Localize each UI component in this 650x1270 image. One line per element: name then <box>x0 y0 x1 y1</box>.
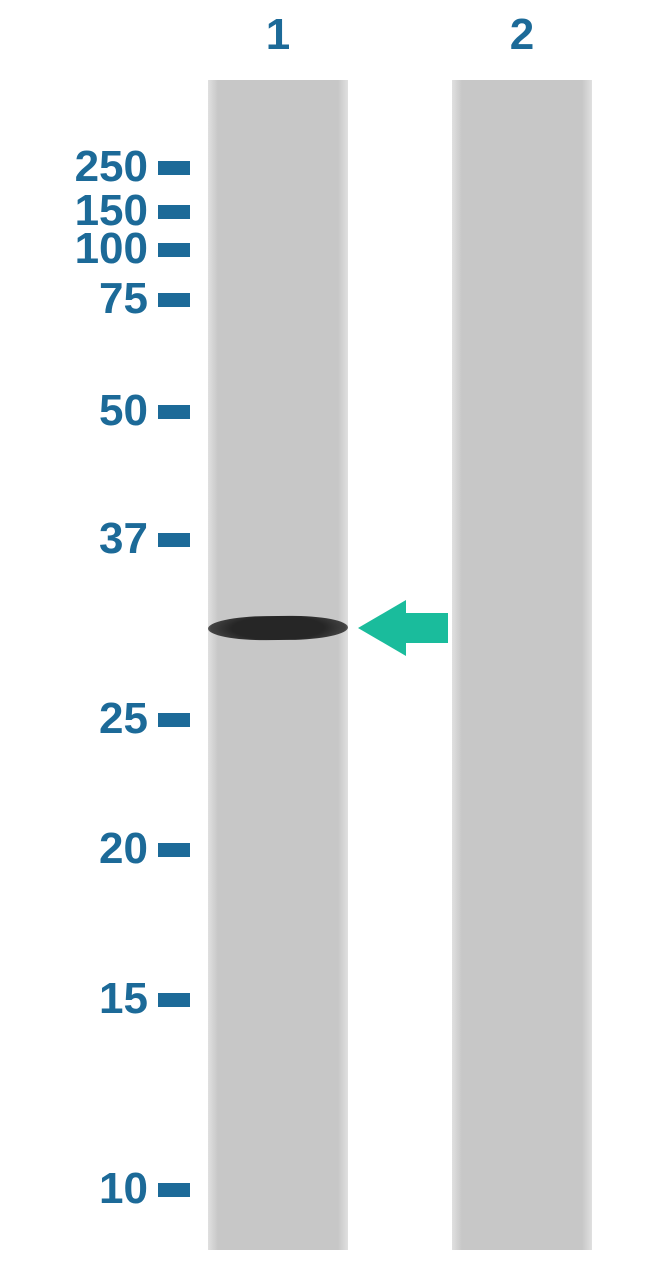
mw-label-37: 37 <box>99 514 148 564</box>
mw-label-20: 20 <box>99 824 148 874</box>
mw-label-75: 75 <box>99 274 148 324</box>
mw-label-250: 250 <box>75 142 148 192</box>
mw-label-15: 15 <box>99 974 148 1024</box>
band-arrow-icon <box>358 600 448 656</box>
mw-label-25: 25 <box>99 694 148 744</box>
lane-header-1: 1 <box>238 10 318 60</box>
mw-tick-10 <box>158 1183 190 1197</box>
mw-tick-50 <box>158 405 190 419</box>
mw-tick-37 <box>158 533 190 547</box>
mw-tick-250 <box>158 161 190 175</box>
mw-tick-100 <box>158 243 190 257</box>
mw-tick-150 <box>158 205 190 219</box>
lane-header-2: 2 <box>482 10 562 60</box>
lane-2-strip <box>452 80 592 1250</box>
mw-label-10: 10 <box>99 1164 148 1214</box>
mw-label-50: 50 <box>99 386 148 436</box>
mw-tick-20 <box>158 843 190 857</box>
blot-figure: 1 2 25015010075503725201510 <box>0 0 650 1270</box>
mw-label-100: 100 <box>75 224 148 274</box>
mw-tick-25 <box>158 713 190 727</box>
mw-tick-75 <box>158 293 190 307</box>
lane-1-strip <box>208 80 348 1250</box>
mw-tick-15 <box>158 993 190 1007</box>
